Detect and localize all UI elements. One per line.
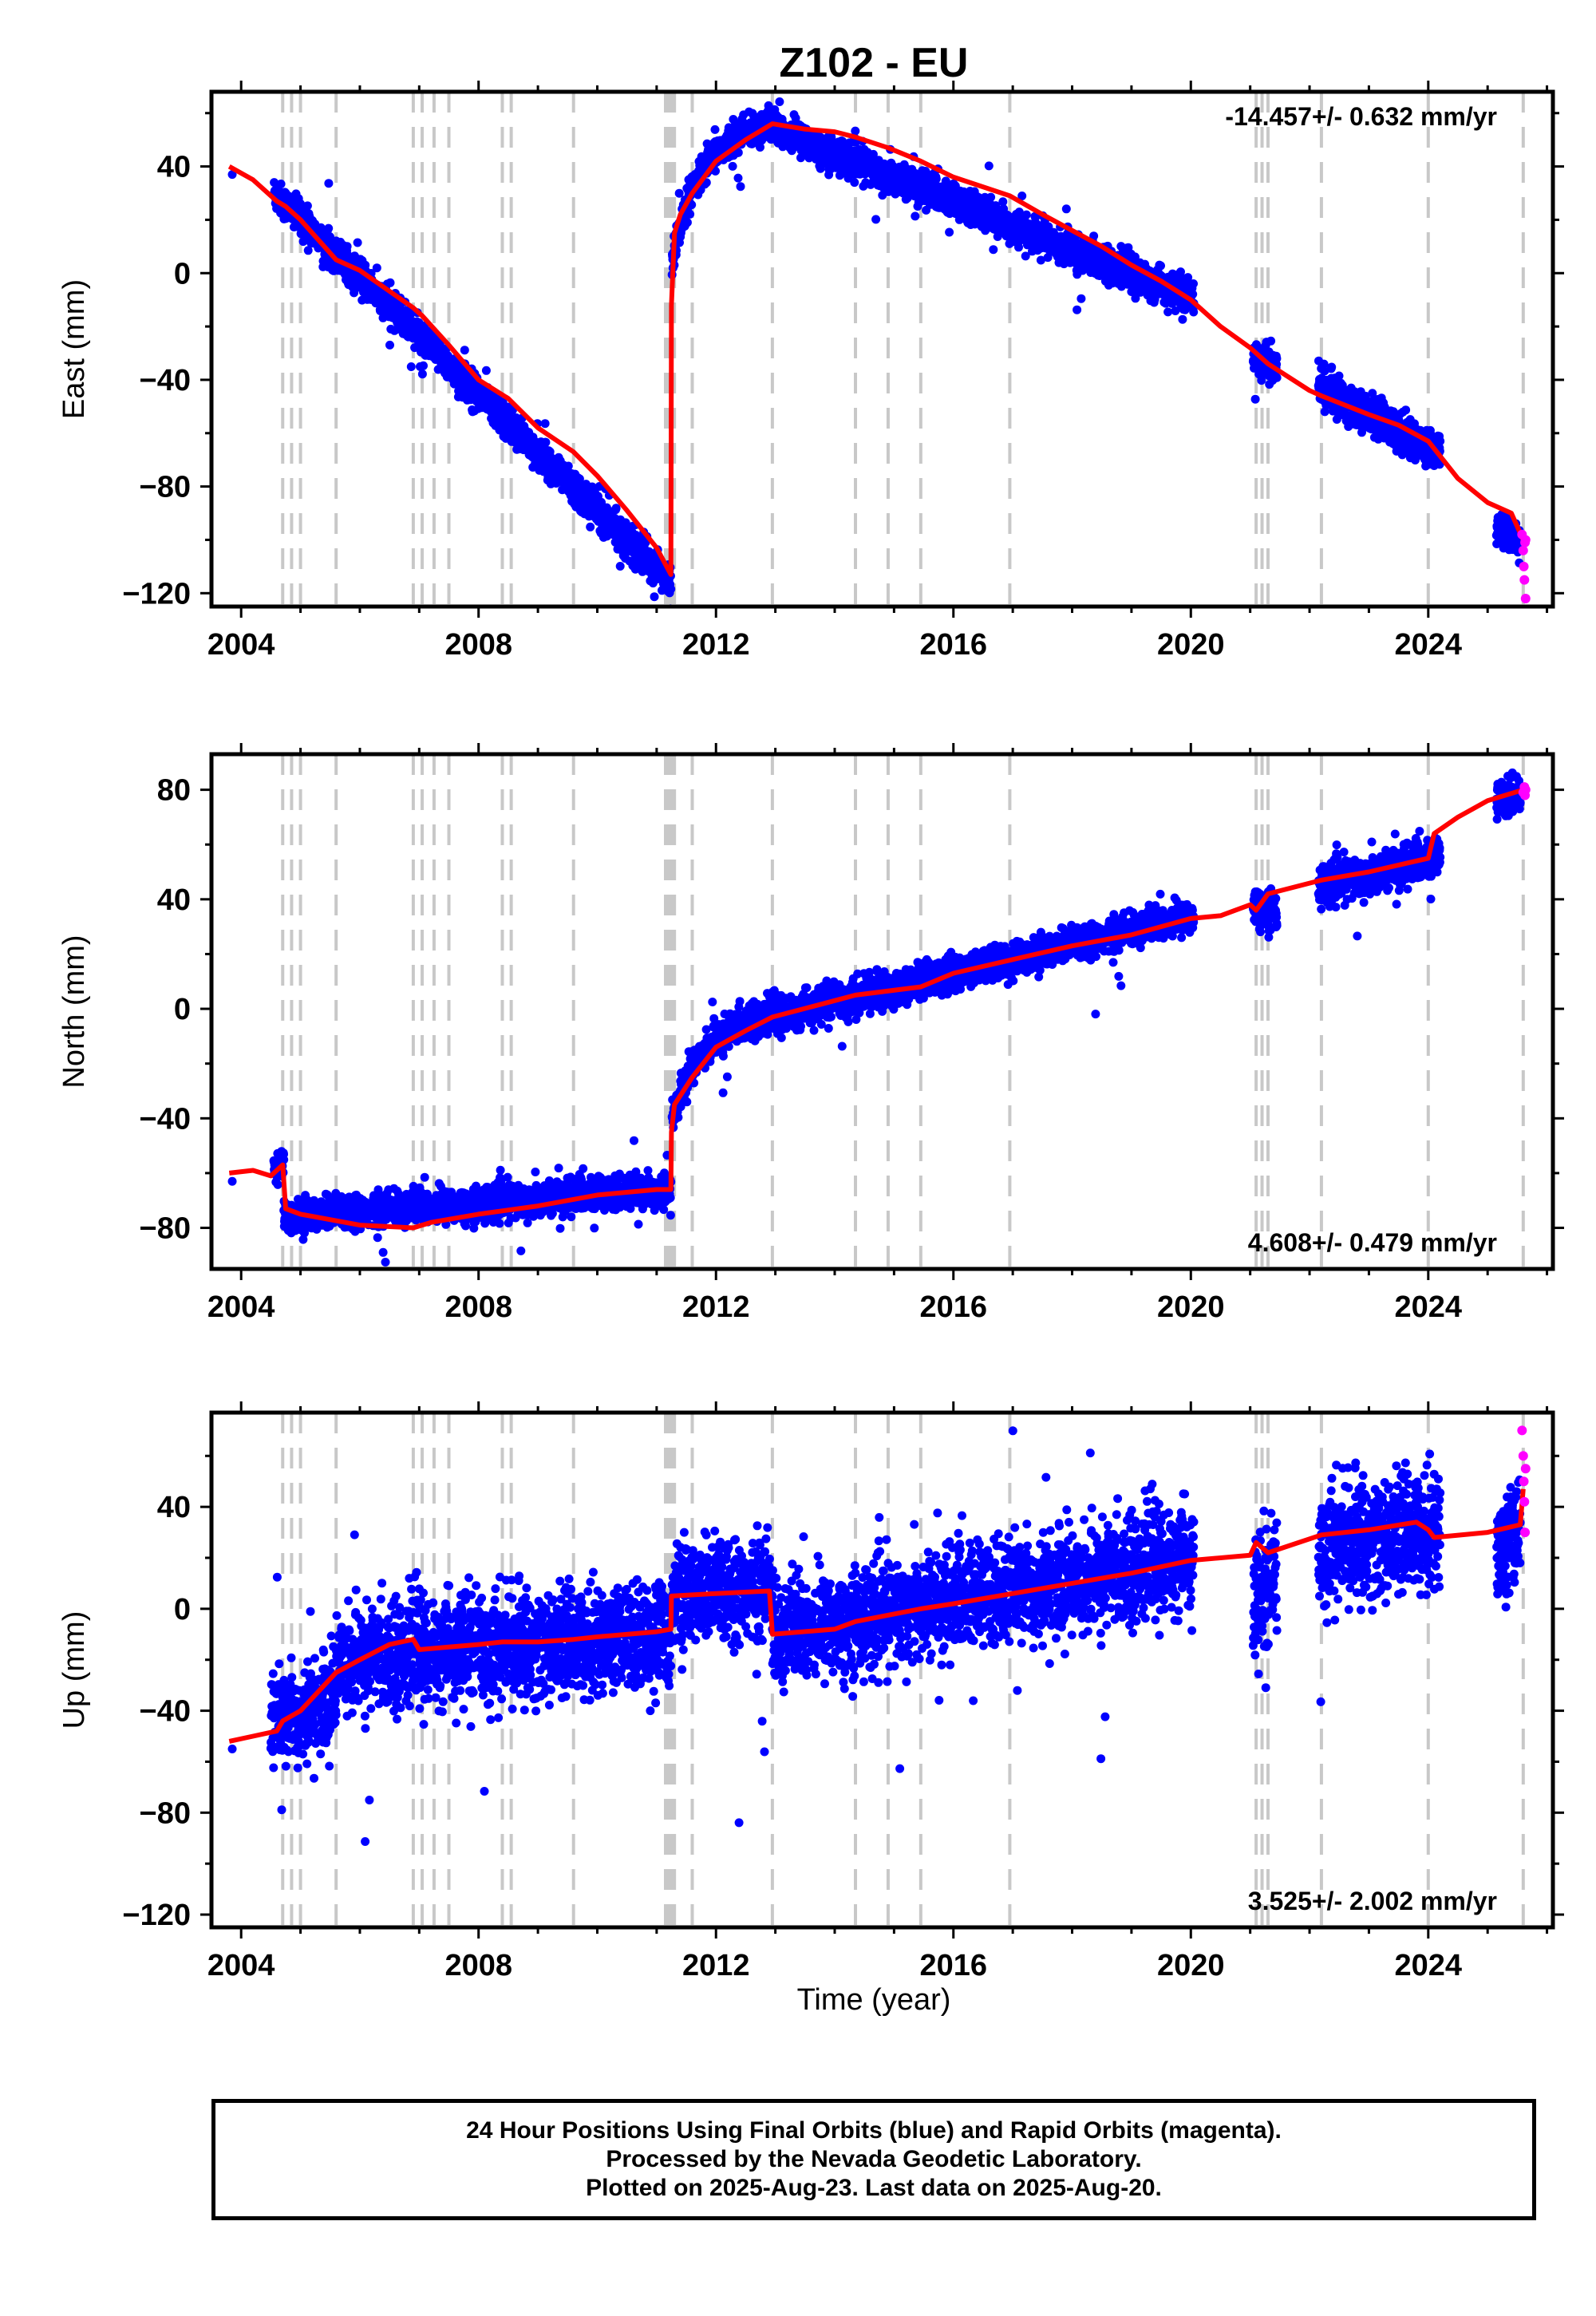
final-orbit-point <box>1334 371 1344 381</box>
final-orbit-point <box>276 180 286 188</box>
final-orbit-point <box>611 504 621 513</box>
final-orbit-point <box>540 419 550 429</box>
final-orbit-point <box>986 192 996 202</box>
final-orbit-point <box>871 215 881 224</box>
final-orbit-point <box>711 166 720 176</box>
final-orbit-point <box>1250 394 1260 404</box>
final-orbit-point <box>733 148 743 157</box>
final-orbit-point <box>850 178 859 188</box>
final-orbit-point <box>736 182 745 192</box>
final-orbit-point <box>586 522 595 532</box>
final-orbit-point <box>775 97 784 106</box>
final-orbit-point <box>342 242 352 251</box>
final-orbit-point <box>385 340 394 350</box>
final-orbit-point <box>1021 210 1031 219</box>
final-orbit-point <box>385 278 395 287</box>
final-orbit-point <box>575 474 584 484</box>
final-orbit-point <box>419 361 428 370</box>
final-orbit-point <box>1401 405 1411 415</box>
final-orbit-point <box>733 173 743 183</box>
final-orbit-point <box>406 362 416 371</box>
final-orbit-point <box>460 346 469 355</box>
final-orbit-point <box>666 584 676 594</box>
final-orbit-point <box>417 370 427 379</box>
final-orbit-point <box>791 113 800 123</box>
final-orbit-point <box>372 263 381 273</box>
final-orbit-point <box>303 246 313 255</box>
final-orbit-point <box>911 211 920 221</box>
final-orbit-point <box>710 124 720 134</box>
final-orbit-point <box>1272 354 1282 363</box>
final-orbit-point <box>1272 373 1282 382</box>
final-orbit-point <box>756 143 764 152</box>
final-orbit-point <box>1327 362 1337 372</box>
final-orbit-point <box>481 366 491 375</box>
final-orbit-point <box>405 309 415 318</box>
final-orbit-point <box>984 161 994 171</box>
final-orbit-point <box>324 223 334 233</box>
final-orbit-point <box>1163 307 1173 317</box>
final-orbit-point <box>1156 261 1165 271</box>
final-orbit-point <box>563 461 573 471</box>
final-orbit-point <box>728 161 737 171</box>
final-orbit-point <box>541 437 551 447</box>
final-orbit-point <box>1266 336 1276 346</box>
final-orbit-point <box>851 126 860 136</box>
final-orbit-point <box>989 245 998 255</box>
final-orbit-point <box>1077 294 1086 303</box>
final-orbit-point <box>615 562 625 571</box>
final-orbit-point <box>650 592 659 602</box>
final-orbit-point <box>682 218 692 227</box>
final-orbit-point <box>945 227 954 237</box>
final-orbit-point <box>1189 307 1199 317</box>
final-orbit-point <box>353 238 362 247</box>
final-orbit-point <box>1061 204 1071 214</box>
final-orbit-point <box>324 179 334 188</box>
final-orbit-point <box>296 199 306 208</box>
final-orbit-point <box>1073 305 1082 314</box>
final-orbit-point <box>302 201 312 211</box>
final-orbit-point <box>1189 279 1198 288</box>
final-orbit-point <box>1178 314 1187 324</box>
panels-group: 2004 2008 2012 2016 2020 2024400−40−80−120Eas… <box>57 81 1564 1982</box>
final-orbit-point <box>931 174 941 184</box>
final-orbit-point <box>685 209 695 219</box>
panel-plot-area <box>227 92 1531 607</box>
chart-title: Z102 - EU <box>780 40 969 86</box>
panel-east: 2004 2008 2012 2016 2020 2024400−40−80−120Eas… <box>57 81 1564 662</box>
final-orbit-point <box>674 188 684 198</box>
